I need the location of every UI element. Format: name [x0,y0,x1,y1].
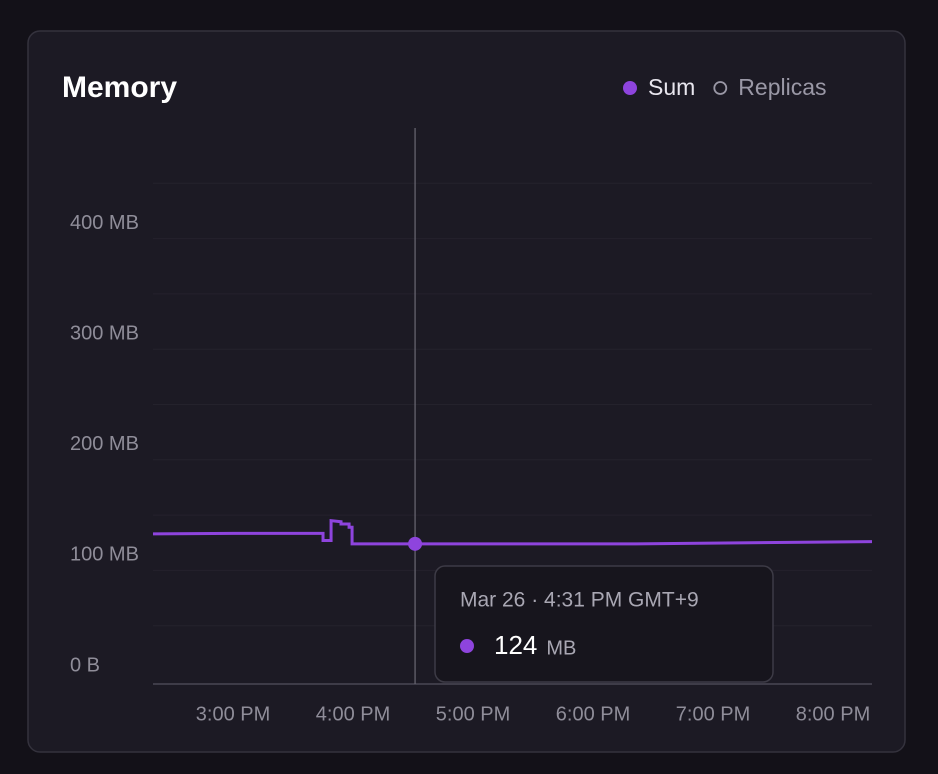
x-tick-label: 5:00 PM [436,703,510,725]
series-line [152,518,873,546]
y-tick-label: 300 MB [70,322,139,344]
tooltip-unit: MB [546,637,576,659]
y-tick-label: 100 MB [70,544,139,566]
legend-label: Sum [648,74,695,100]
hover-point [408,536,423,551]
x-tick-label: 4:00 PM [316,703,390,725]
x-tick-label: 8:00 PM [796,703,870,725]
legend-label: Replicas [738,74,826,100]
plot-area: 3:00 PM 4:00 PM 5:00 PM 6:00 PM 7:00 PM 8:00 … [196,703,870,725]
x-tick-label: 6:00 PM [556,703,630,725]
x-tick-label: 7:00 PM [676,703,750,725]
tooltip-title: Mar 26 · 4:31 PM GMT+9 [460,589,699,612]
chart-title: Memory [62,71,177,104]
tooltip-marker [460,639,474,653]
tooltip-value: 124 [494,630,537,660]
y-tick-label: 400 MB [70,212,139,234]
y-tick-label: 200 MB [70,433,139,455]
tooltip-box [434,565,774,683]
y-tick-label: 0 B [70,654,100,676]
x-tick-label: 3:00 PM [196,703,270,725]
legend-marker [623,81,637,95]
legend-marker [713,81,728,95]
